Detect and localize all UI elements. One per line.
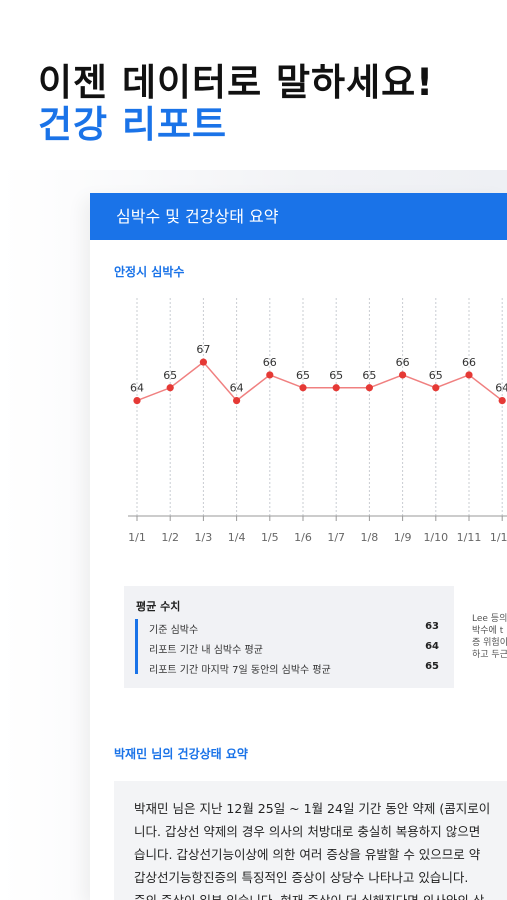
average-row-label: 리포트 기간 내 심박수 평균 — [149, 645, 263, 656]
average-row-value: 65 — [425, 661, 439, 672]
data-point — [299, 384, 307, 392]
data-point — [332, 384, 340, 392]
summary-line: 습니다. 갑상선기능이상에 의한 여러 증상을 유발할 수 있으므로 약 — [134, 847, 481, 862]
data-point — [199, 358, 207, 366]
side-note-line: 증 위험이 — [472, 638, 507, 648]
headline-line-1: 이젠 데이터로 말하세요! — [38, 61, 435, 104]
average-row-label: 기준 심박수 — [149, 625, 199, 636]
report-card: 심박수 및 건강상태 요약 안정시 심박수 64 65 67 64 66 65 65 65 66… — [90, 193, 507, 900]
headline-line-2: 건강 리포트 — [38, 103, 228, 146]
average-row-value: 63 — [425, 621, 439, 632]
x-tick-label: 1/6 — [294, 531, 312, 544]
average-accent-bar — [135, 619, 138, 674]
data-label: 66 — [396, 356, 410, 369]
average-values-box: 평균 수치 기준 심박수 63 리포트 기간 내 심박수 평균 64 리포트 기… — [124, 586, 454, 688]
average-row-label: 리포트 기간 마지막 7일 동안의 심박수 평균 — [149, 665, 331, 676]
data-point — [133, 396, 141, 405]
data-label: 65 — [429, 369, 443, 382]
average-title: 평균 수치 — [136, 600, 181, 613]
summary-line: 갑상선기능항진증의 특징적인 증상이 상당수 나타나고 있습니다. — [134, 870, 469, 885]
data-label: 66 — [462, 356, 476, 369]
x-tick-label: 1/8 — [361, 531, 379, 544]
data-label: 65 — [163, 369, 177, 382]
side-note-text: Lee 등의 박수에 t 증 위험이 하고 두근 — [472, 613, 507, 661]
average-row: 기준 심박수 63 — [149, 621, 439, 636]
average-row-value: 64 — [425, 641, 439, 652]
side-note-line: 하고 두근 — [472, 650, 507, 660]
summary-line: 니다. 갑상선 약제의 경우 의사의 처방대로 충실히 복용하지 않으면 — [134, 824, 481, 839]
data-point — [365, 384, 373, 392]
data-point — [465, 371, 473, 379]
data-point — [498, 396, 506, 405]
summary-line: 증의 증상이 일부 있습니다. 현재 증상이 더 심해진다면 의사와의 상 — [134, 889, 490, 900]
data-point — [432, 384, 440, 392]
summary-line: 박재민 님은 지난 12월 25일 ~ 1월 24일 기간 동안 약제 (콤지로… — [134, 801, 491, 816]
heart-rate-chart-svg: 64 65 67 64 66 65 65 65 66 65 66 64 1/1 1/2 1/3 1/4 1/5… — [128, 298, 507, 544]
report-header: 심박수 및 건강상태 요약 — [90, 193, 507, 240]
chart-section-label: 안정시 심박수 — [114, 265, 185, 279]
data-point — [233, 396, 241, 405]
data-label: 65 — [329, 369, 343, 382]
data-label: 65 — [296, 369, 310, 382]
health-summary-box: 박재민 님은 지난 12월 25일 ~ 1월 24일 기간 동안 약제 (콤지로… — [114, 781, 507, 900]
data-point — [399, 371, 407, 379]
data-label: 66 — [263, 356, 277, 369]
heart-rate-chart: 64 65 67 64 66 65 65 65 66 65 66 64 1/1 1/2 1/3 1/4 1/5… — [90, 288, 507, 558]
data-label: 67 — [196, 343, 210, 356]
x-tick-label: 1/4 — [228, 531, 246, 544]
data-label: 65 — [362, 369, 376, 382]
data-label: 64 — [130, 382, 144, 395]
health-summary-text: 박재민 님은 지난 12월 25일 ~ 1월 24일 기간 동안 약제 (콤지로… — [134, 797, 490, 900]
heart-rate-line — [136, 361, 503, 402]
x-tick-label: 1/1 — [128, 531, 146, 544]
x-tick-label: 1/12 — [490, 531, 507, 544]
x-tick-label: 1/9 — [394, 531, 412, 544]
data-point — [166, 384, 174, 392]
data-label: 64 — [230, 382, 244, 395]
side-note-line: 박수에 t — [472, 626, 504, 636]
side-note-line: Lee 등의 — [472, 614, 507, 624]
average-row: 리포트 기간 마지막 7일 동안의 심박수 평균 65 — [149, 661, 439, 676]
x-tick-label: 1/3 — [195, 531, 213, 544]
x-tick-label: 1/2 — [161, 531, 179, 544]
x-tick-label: 1/7 — [327, 531, 345, 544]
summary-section-label: 박재민 님의 건강상태 요약 — [114, 747, 248, 761]
x-tick-label: 1/10 — [423, 531, 448, 544]
average-row: 리포트 기간 내 심박수 평균 64 — [149, 641, 439, 656]
data-label: 64 — [495, 382, 507, 395]
x-tick-label: 1/11 — [457, 531, 482, 544]
data-point — [266, 371, 274, 379]
promo-headline: 이젠 데이터로 말하세요! 건강 리포트 — [38, 62, 434, 146]
x-tick-label: 1/5 — [261, 531, 279, 544]
